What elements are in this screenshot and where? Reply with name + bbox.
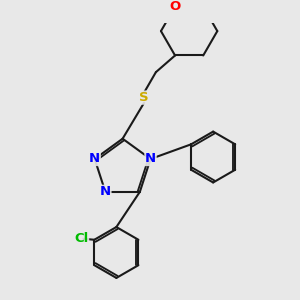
Text: Cl: Cl <box>74 232 88 245</box>
Text: N: N <box>100 185 111 198</box>
Text: N: N <box>89 152 100 166</box>
Text: S: S <box>139 91 149 104</box>
Text: N: N <box>145 152 156 166</box>
Text: O: O <box>169 0 181 13</box>
